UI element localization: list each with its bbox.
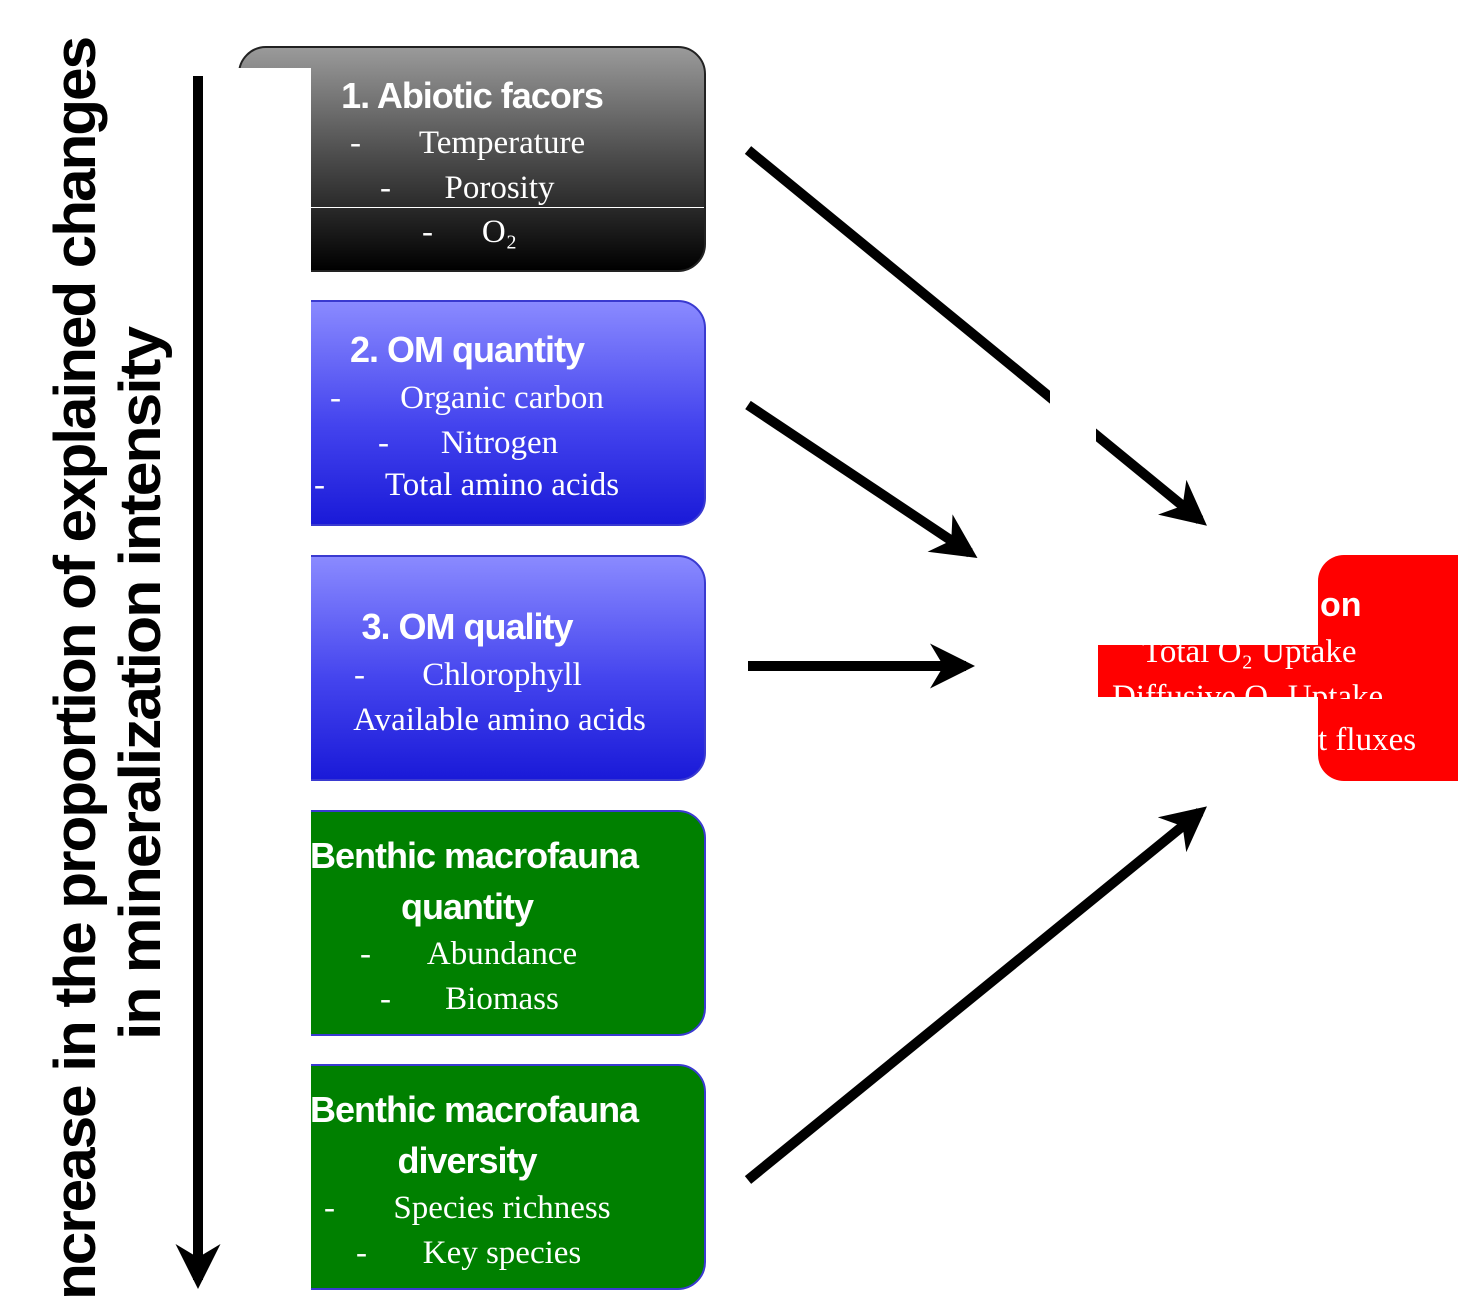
abundance-item: Abundance	[426, 936, 578, 972]
dash-marker: -	[324, 1190, 335, 1226]
om-quantity-box: 2. OM quantity - Organic carbon - Nitrog…	[238, 300, 706, 526]
oxygen-item: O₂	[481, 214, 518, 250]
chlorophyll-item: Chlorophyll	[422, 657, 582, 693]
nitrogen-item: Nitrogen	[440, 425, 559, 461]
white-mask	[236, 298, 311, 1298]
organic-carbon-item: Organic carbon	[400, 380, 604, 416]
dash-marker: -	[354, 657, 365, 693]
arrow-gap-mask	[1050, 380, 1096, 460]
dash-marker: -	[330, 380, 341, 416]
abiotic-factors-title: 1. Abiotic facors	[341, 75, 604, 116]
biomass-item: Biomass	[445, 981, 559, 1017]
macrofauna-diversity-title-line2: diversity	[397, 1140, 537, 1181]
dash-marker: -	[314, 467, 325, 503]
macrofauna-quantity-box: Benthic macrofauna quantity - Abundance …	[238, 810, 706, 1036]
dash-marker: -	[350, 125, 361, 161]
porosity-item: Porosity	[444, 170, 555, 206]
dash-marker: -	[380, 170, 391, 206]
outcome-title-fragment: on	[1320, 586, 1362, 624]
species-richness-item: Species richness	[393, 1190, 611, 1226]
dash-marker: -	[380, 981, 391, 1017]
dash-marker: -	[422, 214, 433, 250]
dash-marker: -	[378, 425, 389, 461]
axis-label-line1: ncrease in the proportion of explained c…	[43, 38, 108, 1300]
mineralization-outcome-box	[1318, 555, 1458, 781]
white-mask	[236, 68, 311, 278]
separator-line	[311, 207, 704, 208]
arrow-abiotic-to-outcome	[744, 146, 1207, 526]
om-quantity-title: 2. OM quantity	[349, 329, 585, 370]
om-quality-title: 3. OM quality	[361, 606, 573, 647]
dash-marker: -	[356, 1235, 367, 1271]
vertical-axis-label: ncrease in the proportion of explained c…	[43, 38, 173, 1300]
axis-label-line2: in mineralization intensity	[108, 326, 173, 1040]
mineralization-outcome-strip	[1098, 645, 1318, 697]
key-species-item: Key species	[422, 1235, 582, 1271]
abiotic-factors-box: 1. Abiotic facors - Temperature - Porosi…	[238, 46, 706, 272]
temperature-item: Temperature	[418, 125, 586, 161]
total-o2-uptake-item: Total O₂ Uptake	[1142, 634, 1357, 670]
diffusive-o2-uptake-item: Diffusive O₂ Uptake	[1112, 679, 1384, 715]
macrofauna-diversity-box: Benthic macrofauna diversity - Species r…	[238, 1064, 706, 1290]
white-mask	[1098, 697, 1318, 757]
dash-marker: -	[360, 936, 371, 972]
arrow-macrofauna-to-outcome	[744, 806, 1207, 1184]
available-amino-acids-item: Available amino acids	[353, 702, 646, 738]
macrofauna-quantity-title-line2: quantity	[401, 886, 534, 927]
arrow-om-quantity-to-outcome	[745, 400, 978, 558]
total-amino-acids-item: Total amino acids	[384, 467, 620, 503]
macrofauna-quantity-title-line1: Benthic macrofauna	[310, 835, 639, 876]
macrofauna-diversity-title-line1: Benthic macrofauna	[310, 1089, 639, 1130]
fluxes-item: t fluxes	[1318, 722, 1417, 758]
